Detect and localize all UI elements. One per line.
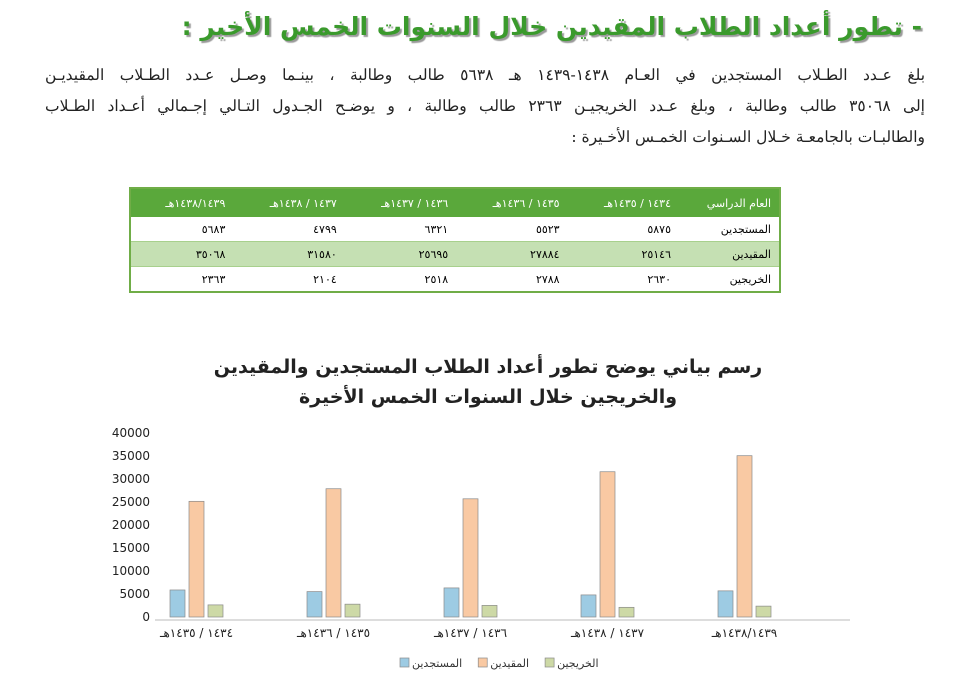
bar [462,498,479,618]
cell: ٤٧٩٩ [233,217,345,242]
paragraph: بلغ عـدد الطـلاب المستجدين في العـام ١٤٣… [45,60,925,153]
cell: ٦٣٢١ [344,217,457,242]
y-tick-label: 0 [142,610,150,624]
y-tick-label: 40000 [112,426,150,440]
bar [188,500,205,618]
bar [325,488,342,618]
chart-title: رسم بياني يوضح تطور أعداد الطلاب المستجد… [214,354,762,378]
bar [717,590,734,618]
legend-marker [477,657,488,668]
x-tick-label: ١٤٣٤ / ١٤٣٥هـ [159,626,233,640]
cell: المستجدين [679,217,780,242]
table-row: المقيدين ٢٥١٤٦ ٢٧٨٨٤ ٢٥٦٩٥ ٣١٥٨٠ ٣٥٠٦٨ [130,241,780,267]
bar [443,587,460,618]
bar [306,591,323,618]
text-line: بلغ عـدد الطـلاب المستجدين في العـام ١٤٣… [45,66,926,84]
cell: ٢٧٨٨٤ [456,241,568,267]
y-tick-label: 25000 [112,495,150,509]
bar [580,594,597,618]
bar [344,603,361,618]
y-tick-label: 15000 [112,541,150,555]
cell: ٢٧٨٨ [456,266,568,293]
chart-title: والخريجين خلال السنوات الخمس الأخيرة [299,385,677,408]
cell: ٢٥٦٩٥ [344,241,457,267]
y-tick-label: 10000 [112,564,150,578]
cell: ٢٦٣٠ [567,266,679,293]
cell: ٣١٥٨٠ [233,241,345,267]
cell: ٥٨٧٥ [567,217,679,242]
cell: ٥٦٨٣ [130,217,234,242]
cell: ٢٣٦٣ [130,266,234,293]
cell: المقيدين [679,241,780,267]
bar [169,589,186,618]
y-tick-label: 20000 [112,518,150,532]
y-tick-label: 5000 [119,587,150,601]
header-cell: العام الدراسي [679,188,780,217]
cell: ٢٥١٨ [344,266,457,293]
x-tick-label: ١٤٣٥ / ١٤٣٦هـ [296,626,370,640]
y-tick-label: 35000 [112,449,150,463]
data-table: العام الدراسي ١٤٣٤ / ١٤٣٥هـ ١٤٣٥ / ١٤٣٦ه… [129,187,781,293]
legend-label: المقيدين [490,657,529,670]
bar [755,605,772,618]
cell: ٢٥١٤٦ [567,241,679,267]
bar [618,606,635,618]
legend-label: الخريجين [557,657,598,670]
table-header: العام الدراسي ١٤٣٤ / ١٤٣٥هـ ١٤٣٥ / ١٤٣٦ه… [130,188,780,217]
header-cell: ١٤٣٨/١٤٣٩هـ [130,188,234,217]
header-cell: ١٤٣٧ / ١٤٣٨هـ [233,188,345,217]
text-line: والطالبـات بالجامعـة خـلال السـنوات الخم… [571,128,925,146]
cell: ٣٥٠٦٨ [130,241,234,267]
bar [207,604,224,618]
header-cell: ١٤٣٦ / ١٤٣٧هـ [344,188,457,217]
legend-label: المستجدين [412,657,462,670]
bar [599,471,616,618]
cell: ٢١٠٤ [233,266,345,293]
cell: الخريجين [679,266,780,293]
cell: ٥٥٢٣ [456,217,568,242]
table-row: الخريجين ٢٦٣٠ ٢٧٨٨ ٢٥١٨ ٢١٠٤ ٢٣٦٣ [130,266,780,293]
header-cell: ١٤٣٥ / ١٤٣٦هـ [456,188,568,217]
bar [736,455,753,618]
x-tick-label: ١٤٣٧ / ١٤٣٨هـ [570,626,645,640]
text-line: إلى ٣٥٠٦٨ طالب وطالبة ، وبلغ عـدد الخريج… [45,97,925,115]
y-tick-label: 30000 [112,472,150,486]
x-tick-label: ١٤٣٦ / ١٤٣٧هـ [433,626,507,640]
legend-marker [544,657,555,668]
legend-marker [399,657,410,668]
x-tick-label: ١٤٣٨/١٤٣٩هـ [711,626,777,640]
bar [481,605,498,618]
header-cell: ١٤٣٤ / ١٤٣٥هـ [567,188,679,217]
title: - تطور أعداد الطلاب المقيدين خلال السنوا… [181,12,922,41]
table-row: المستجدين ٥٨٧٥ ٥٥٢٣ ٦٣٢١ ٤٧٩٩ ٥٦٨٣ [130,217,780,242]
